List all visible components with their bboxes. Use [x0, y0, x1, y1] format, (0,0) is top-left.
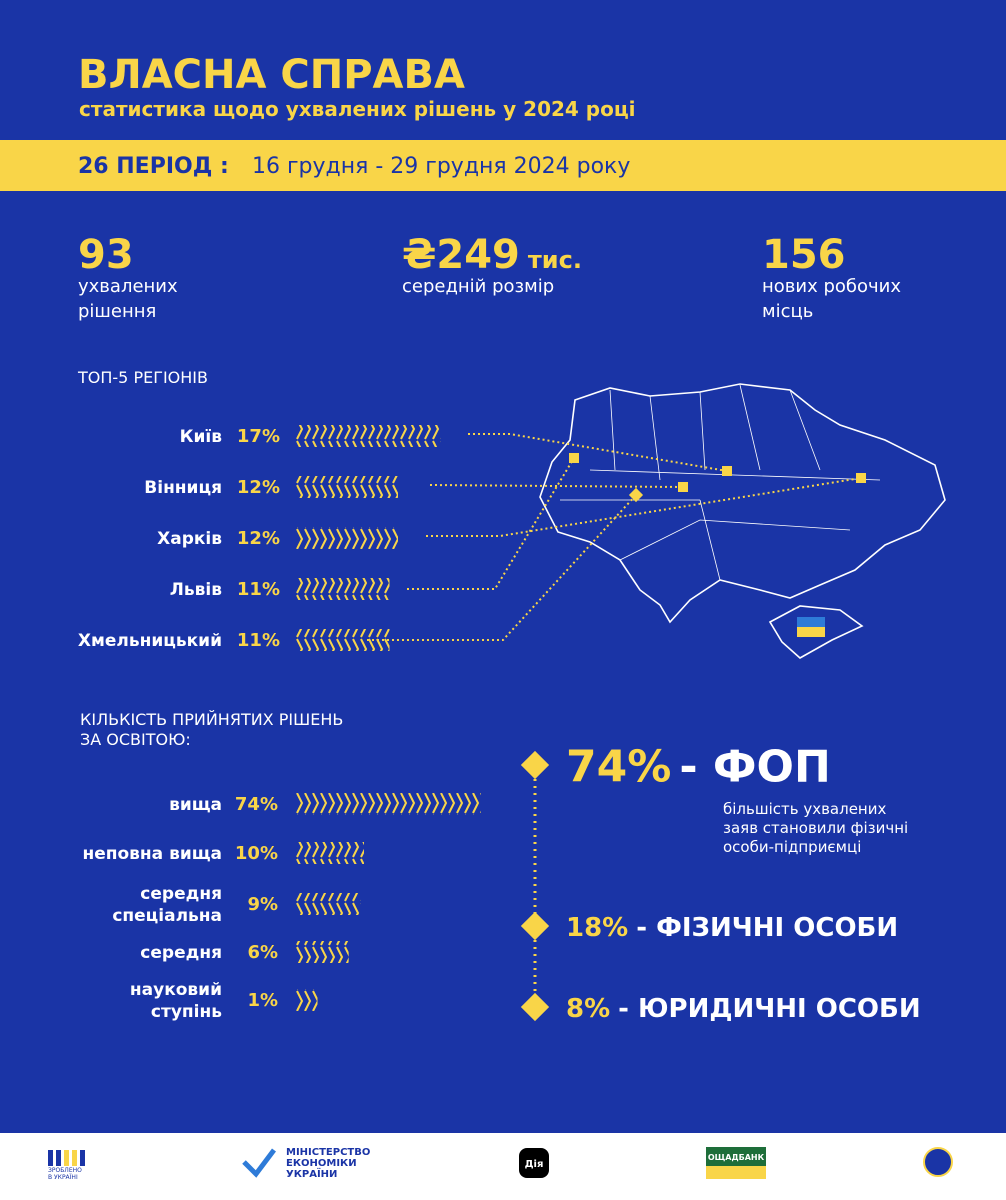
footer-text: МІНІСТЕРСТВО [286, 1147, 370, 1158]
form-name: - ФОП [679, 742, 830, 793]
region-value: 12% [237, 528, 280, 549]
footer-text: ОЩАДБАНК [708, 1153, 765, 1162]
education-name: середня [140, 884, 222, 904]
stat-unit: тис. [528, 246, 582, 274]
form-value: 74% [566, 742, 671, 793]
period-dates: 16 грудня - 29 грудня 2024 року [252, 154, 630, 179]
education-value: 74% [235, 794, 278, 815]
education-name: неповна вища [82, 844, 222, 864]
form-heading: 18% - ФІЗИЧНІ ОСОБИ [566, 913, 898, 943]
region-value: 12% [237, 477, 280, 498]
ministry-logo [242, 1148, 276, 1178]
title: ВЛАСНА СПРАВА [78, 52, 465, 98]
footer [0, 1133, 1006, 1200]
chevron-bar [296, 793, 481, 815]
diamond [520, 992, 550, 1022]
education-name: ступінь [151, 1002, 222, 1022]
bank-logo [706, 1166, 766, 1179]
footer-text: В УКРАЇНІ [48, 1174, 78, 1181]
diamond [520, 911, 550, 941]
connectors [367, 433, 862, 641]
chevron-bar [296, 941, 349, 963]
education-value: 6% [247, 942, 278, 963]
diamond [520, 750, 550, 780]
stat-label: нових робочих [762, 276, 901, 297]
form-note: більшість ухвалених [723, 800, 886, 818]
chevron-bar [296, 527, 398, 549]
region-value: 17% [237, 426, 280, 447]
chevron-bar [296, 893, 361, 915]
flag [797, 627, 825, 637]
stat-number: 93 [78, 232, 134, 278]
stat-label: місць [762, 301, 813, 322]
service-logo [923, 1147, 953, 1177]
form-heading: 8% - ЮРИДИЧНІ ОСОБИ [566, 994, 921, 1024]
diia-logo [519, 1148, 549, 1178]
footer-text: ЕКОНОМІКИ [286, 1158, 357, 1169]
education-name: вища [169, 795, 222, 815]
stat-label: середній розмір [402, 276, 554, 297]
chevron-bar [296, 476, 398, 498]
form-value: 8% [566, 994, 610, 1024]
period-band [0, 140, 1006, 191]
stat-label: ухвалених [78, 276, 178, 297]
chevron-bar [296, 425, 441, 447]
chevron-bar [296, 989, 318, 1011]
education-name: спеціальна [112, 906, 222, 926]
region-value: 11% [237, 630, 280, 651]
subtitle: статистика щодо ухвалених рішень у 2024 … [79, 97, 636, 121]
form-name: - ЮРИДИЧНІ ОСОБИ [618, 994, 920, 1024]
footer-text: ЗРОБЛЕНО [48, 1167, 82, 1174]
chevron-bar [296, 578, 390, 600]
stat-number: ₴249 [402, 232, 520, 278]
region-name: Львів [170, 580, 222, 600]
form-note: особи-підприємці [723, 838, 861, 856]
section-title: ТОП-5 РЕГІОНІВ [77, 368, 208, 387]
chevron-bar [296, 842, 364, 864]
education-name: науковий [130, 980, 222, 1000]
section-title: ЗА ОСВІТОЮ: [80, 730, 191, 749]
region-name: Вінниця [144, 478, 222, 498]
form-name: - ФІЗИЧНІ ОСОБИ [636, 913, 898, 943]
stat-value: 93 [78, 232, 134, 278]
education-name: середня [140, 943, 222, 963]
stat-label: рішення [78, 301, 156, 322]
region-name: Харків [157, 529, 222, 549]
stat-value: 156 [762, 232, 846, 278]
flag [797, 617, 825, 627]
region-name: Київ [180, 427, 223, 447]
map [539, 383, 946, 659]
map-markers [569, 453, 866, 503]
region-name: Хмельницький [78, 631, 222, 651]
form-heading: 74% - ФОП [566, 742, 831, 793]
form-value: 18% [566, 913, 628, 943]
stat-value: ₴249 тис. [402, 232, 582, 278]
education-value: 9% [247, 894, 278, 915]
period-label: 26 ПЕРІОД : [78, 154, 229, 179]
education-value: 1% [247, 990, 278, 1011]
region-value: 11% [237, 579, 280, 600]
made-logo [48, 1150, 85, 1166]
footer-text: УКРАЇНИ [286, 1166, 337, 1180]
education-value: 10% [235, 843, 278, 864]
form-note: заяв становили фізичні [723, 819, 908, 837]
footer-text: Дія [525, 1159, 544, 1170]
stat-number: 156 [762, 232, 846, 278]
chevron-bar [296, 629, 390, 651]
section-title: КІЛЬКІСТЬ ПРИЙНЯТИХ РІШЕНЬ [80, 710, 343, 729]
